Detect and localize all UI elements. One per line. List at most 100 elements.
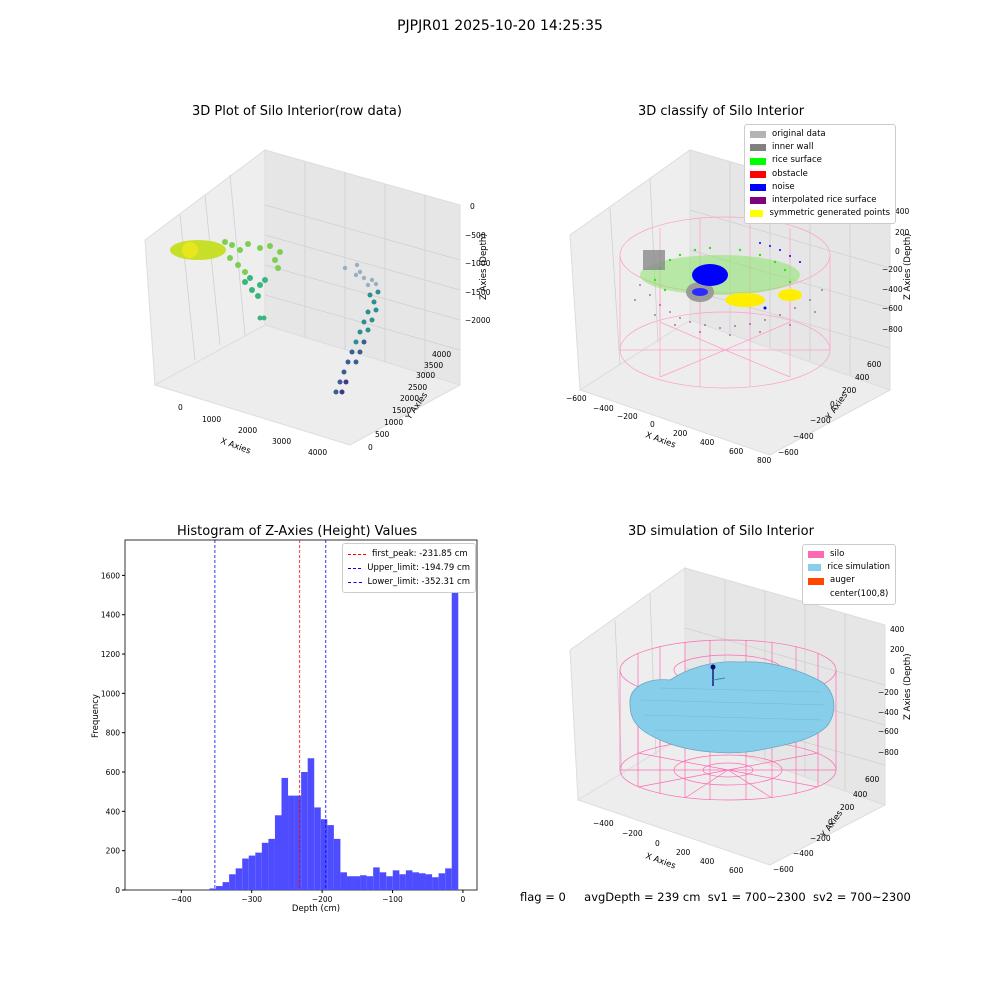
legend-label: Lower_limit: -352.31 cm (367, 577, 470, 587)
legend-label: interpolated rice surface (772, 195, 877, 206)
legend-item: center(100,8) (808, 588, 890, 601)
svg-text:−600: −600 (878, 727, 899, 736)
svg-text:−200: −200 (810, 416, 831, 425)
histogram-bar (366, 876, 374, 890)
chart-title: 3D simulation of Silo Interior (628, 524, 814, 539)
svg-text:−600: −600 (778, 448, 799, 457)
auger (710, 664, 726, 686)
legend-label: obstacle (772, 168, 808, 179)
svg-text:0: 0 (178, 403, 183, 412)
y-axis-label: Frequency (91, 694, 101, 738)
svg-text:−600: −600 (882, 304, 903, 313)
svg-text:2000: 2000 (238, 426, 257, 435)
histogram-bar (209, 888, 217, 890)
panel-simulation: 3D simulation of Silo Interior (560, 520, 950, 890)
svg-text:0: 0 (830, 400, 835, 409)
legend-item: rice surface (750, 154, 890, 167)
histogram-bar (425, 874, 433, 890)
histogram-bar (301, 772, 308, 890)
scatter-cluster-left (170, 239, 283, 321)
legend-swatch (750, 183, 766, 191)
svg-text:−200: −200 (810, 834, 831, 843)
summary-stats: flag = 0 avgDepth = 239 cm sv1 = 700~230… (520, 890, 911, 904)
histogram-bar (346, 876, 354, 890)
legend-swatch (750, 170, 766, 178)
legend-swatch (750, 144, 766, 152)
histogram-bar (373, 867, 380, 890)
x-tick-label: −100 (382, 895, 403, 904)
y-tick-label: 1600 (101, 571, 120, 580)
svg-text:−1000: −1000 (465, 259, 490, 268)
histogram-bar (418, 873, 426, 890)
svg-text:400: 400 (700, 438, 715, 447)
svg-text:500: 500 (375, 430, 390, 439)
svg-text:−200: −200 (622, 829, 643, 838)
svg-text:400: 400 (853, 790, 868, 799)
svg-text:200: 200 (676, 848, 691, 857)
histogram-bar (327, 825, 334, 890)
legend-line (348, 567, 362, 569)
svg-text:−500: −500 (465, 231, 486, 240)
legend-item: Upper_limit: -194.79 cm (348, 561, 470, 575)
y-tick-labels: −600 −400 −200 0 200 400 600 (778, 360, 882, 457)
histogram-legend: first_peak: -231.85 cm Upper_limit: -194… (342, 543, 476, 593)
x-tick-labels: −600 −400 −200 0 200 400 600 800 (566, 394, 772, 465)
svg-text:−1500: −1500 (465, 288, 490, 297)
chart-title: Histogram of Z-Axies (Height) Values (177, 524, 418, 539)
chart-title: 3D Plot of Silo Interior(row data) (192, 104, 402, 119)
histogram-bar (242, 858, 249, 890)
histogram-bar (438, 873, 446, 890)
legend-item: interpolated rice surface (750, 194, 890, 207)
histogram-plot: −400 −300 −200 −100 0 0 200 400 600 800 1000 1200 1… (91, 539, 478, 914)
svg-text:4000: 4000 (432, 350, 451, 359)
histogram-bar (432, 877, 439, 890)
svg-text:400: 400 (855, 373, 870, 382)
noise-points (692, 242, 801, 310)
legend-swatch (808, 590, 824, 598)
svg-text:400: 400 (895, 207, 910, 216)
histogram-bar (255, 852, 262, 890)
svg-text:−400: −400 (793, 849, 814, 858)
legend-label: auger (830, 575, 855, 586)
flag-value: flag = 0 (520, 890, 566, 904)
svg-text:0: 0 (828, 818, 833, 827)
y-tick-label: 1400 (101, 611, 120, 620)
panel-raw-data: 3D Plot of Silo Interior(row data) 0 100… (120, 100, 491, 460)
histogram-bar (274, 815, 282, 890)
legend-item: auger (808, 574, 890, 587)
legend-item: silo (808, 548, 890, 561)
svg-text:400: 400 (890, 625, 905, 634)
histogram-bar (340, 872, 347, 890)
legend-swatch (750, 131, 766, 139)
histogram-bar (320, 819, 328, 890)
legend-item: inner wall (750, 141, 890, 154)
avg-depth-value: avgDepth = 239 cm (584, 890, 701, 904)
x-tick-labels: −400 −200 0 200 400 600 (593, 819, 744, 875)
histogram-bar (268, 838, 275, 890)
legend-item: rice simulation (808, 561, 890, 574)
interpolated-surface-points (634, 284, 823, 336)
z-axis-label: Z Axies (Depth) (479, 233, 489, 300)
z-tick-labels: −800 −600 −400 −200 0 200 400 (878, 625, 905, 757)
svg-text:−400: −400 (593, 404, 614, 413)
y-tick-labels: 0 500 1000 1500 2000 2500 3000 3500 4000 (368, 350, 451, 452)
histogram-bar (261, 842, 269, 890)
svg-text:1000: 1000 (384, 418, 403, 427)
histogram-bar (353, 876, 361, 890)
panel-histogram: Histogram of Z-Axies (Height) Values −40… (80, 520, 500, 920)
figure-title: PJPJR01 2025-10-20 14:25:35 (397, 18, 603, 34)
reference-lines (214, 540, 327, 890)
histogram-bar (451, 555, 459, 890)
svg-text:200: 200 (673, 429, 688, 438)
legend-swatch (750, 157, 766, 165)
svg-text:600: 600 (729, 447, 744, 456)
x-tick-label: 0 (461, 895, 466, 904)
legend-swatch (808, 551, 824, 559)
svg-text:3500: 3500 (424, 361, 443, 370)
legend-swatch (808, 577, 824, 585)
y-tick-label: 1200 (101, 650, 120, 659)
svg-text:−400: −400 (793, 432, 814, 441)
svg-text:0: 0 (368, 443, 373, 452)
y-tick-label: 600 (106, 768, 121, 777)
legend-item: noise (750, 181, 890, 194)
